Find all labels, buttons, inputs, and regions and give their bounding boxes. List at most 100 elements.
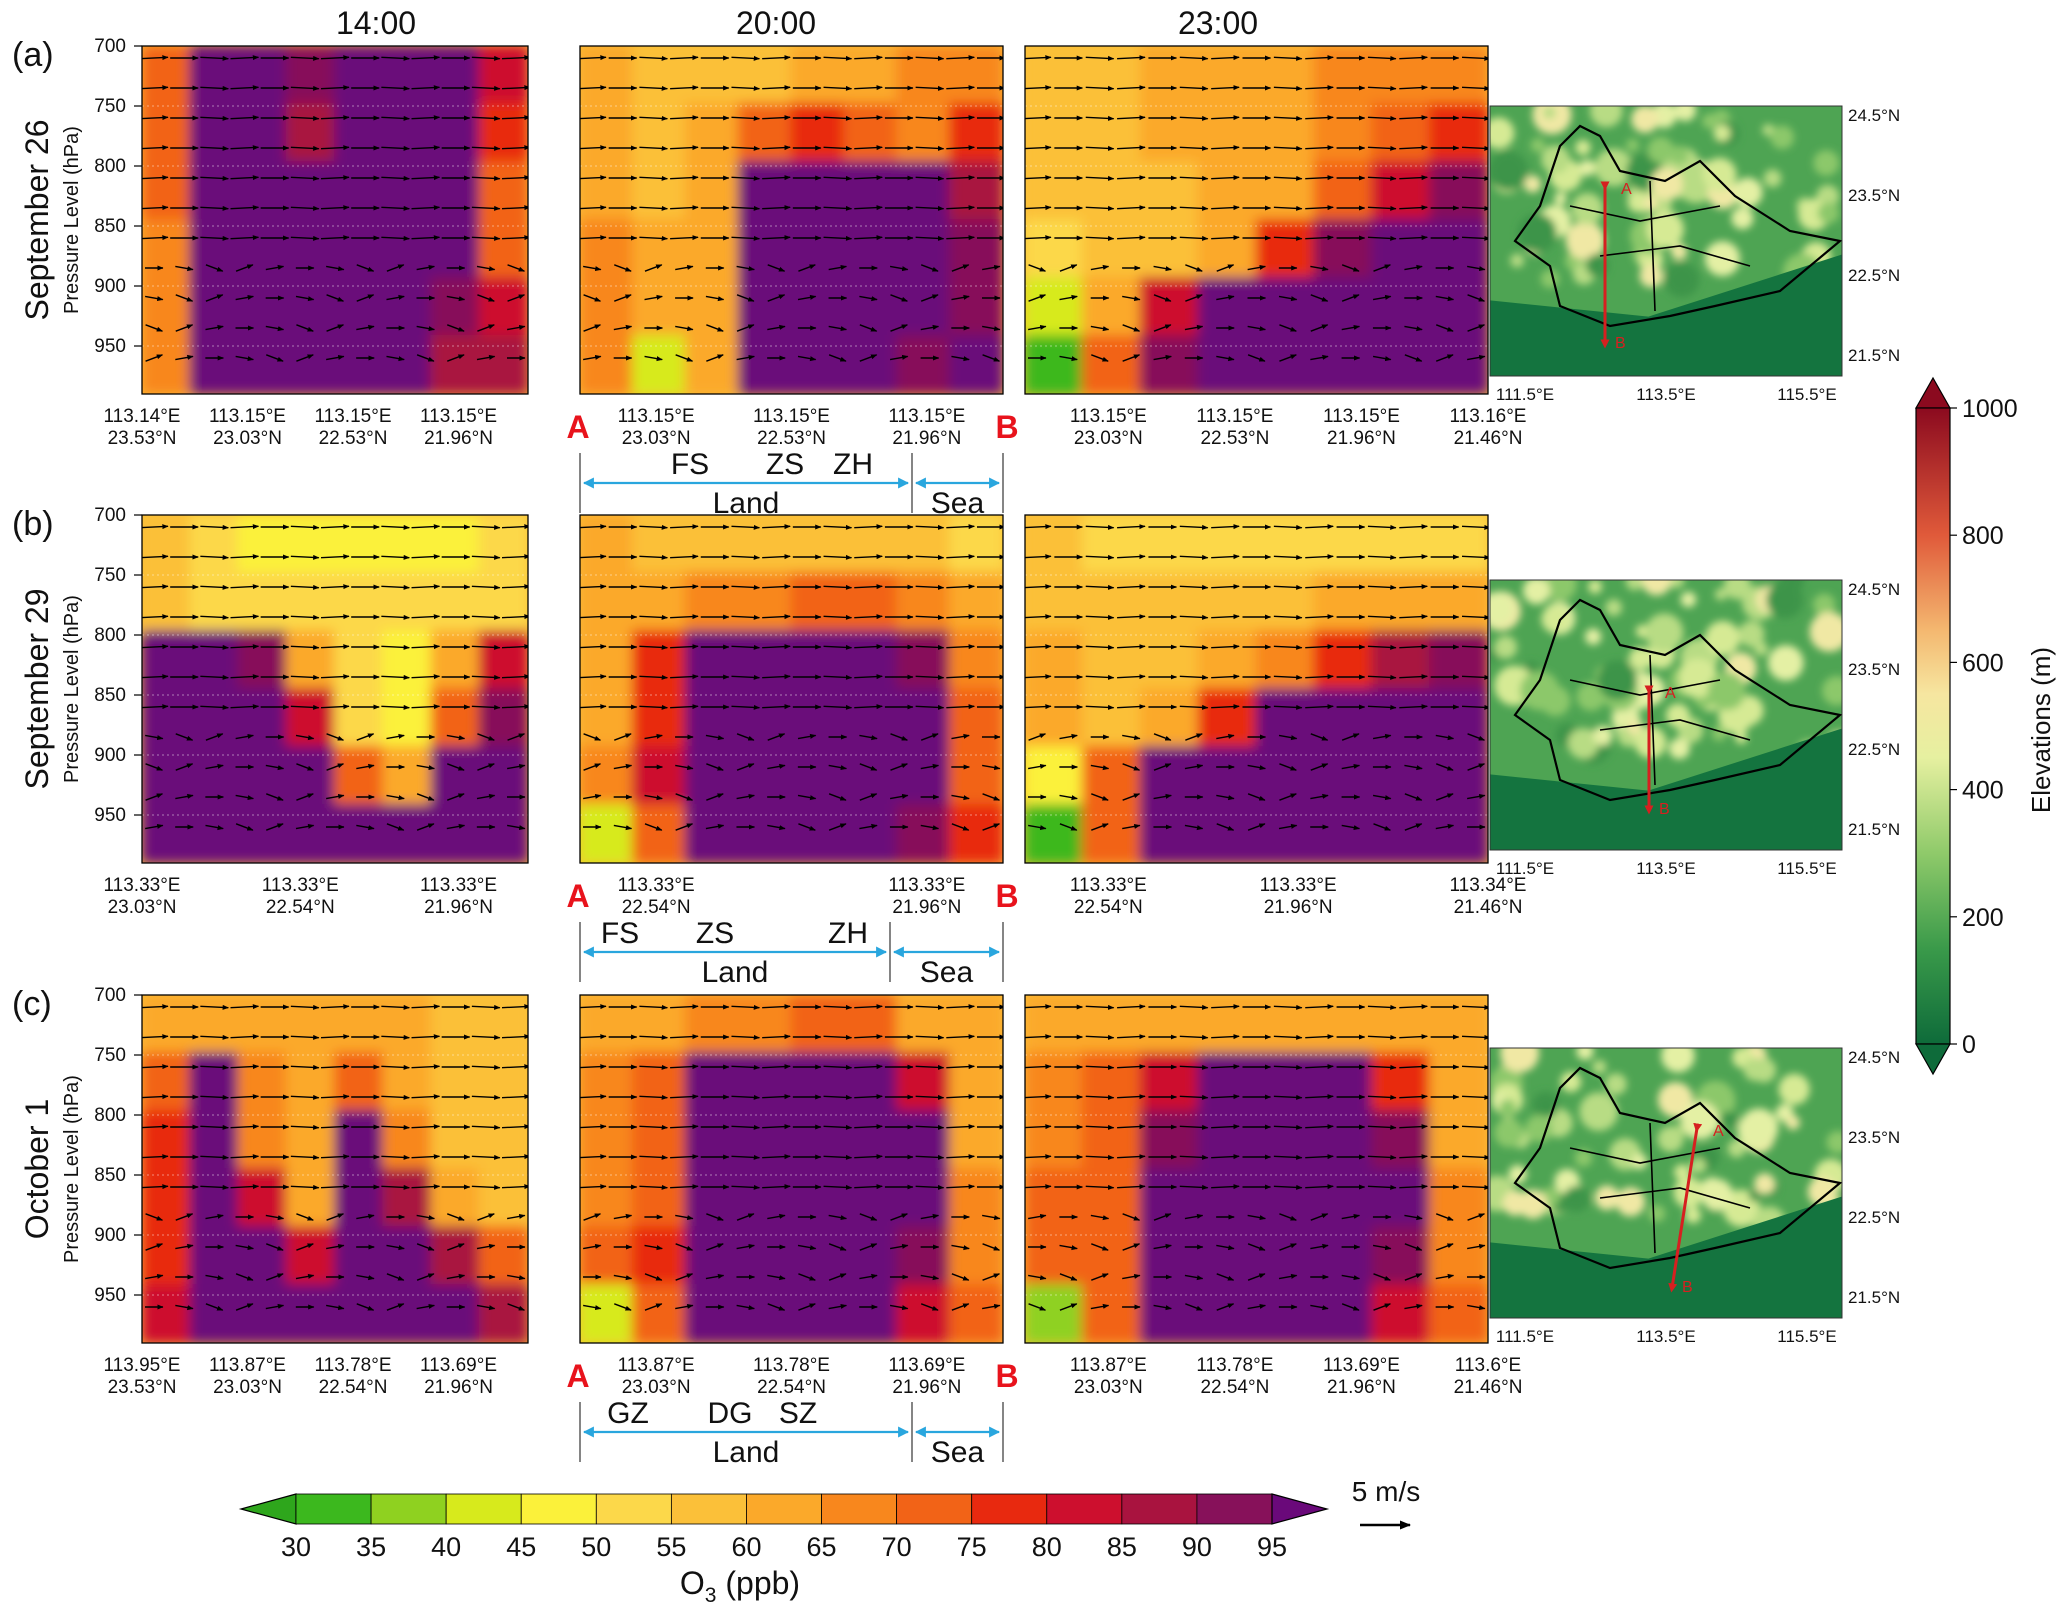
x-tick-longitude: 113.15°E [1196, 406, 1273, 427]
ozone-cell [580, 995, 634, 1054]
ozone-field [1025, 46, 1488, 394]
o3-colorbar-bin [746, 1493, 822, 1525]
wind-vector [1435, 354, 1454, 362]
wind-vector [639, 145, 668, 151]
city-label: DG [708, 1397, 753, 1430]
terrain-patch [1510, 253, 1525, 268]
ozone-cell [334, 1168, 385, 1228]
ozone-cell [790, 630, 846, 690]
x-tick-longitude: 113.15°E [753, 406, 830, 427]
wind-vector [1025, 704, 1052, 710]
wind-vector [1461, 584, 1488, 590]
ozone-cell [1429, 161, 1488, 221]
map-point-a-label: A [1621, 181, 1632, 198]
wind-vector [1216, 794, 1235, 801]
ozone-cell [1255, 572, 1316, 632]
y-tick-label: 800 [94, 156, 126, 177]
wind-vector [1435, 734, 1455, 741]
ozone-cell [142, 103, 192, 163]
map-latitude-label: 23.5°N [1848, 1128, 1900, 1147]
wind-vector [1367, 115, 1397, 121]
ozone-field [1025, 515, 1488, 863]
ozone-cell [737, 335, 793, 394]
wind-vector [381, 614, 410, 620]
section-end-label: B [995, 1358, 1018, 1394]
ozone-cell [189, 1052, 240, 1112]
wind-vector [982, 325, 1001, 332]
wind-vector [1185, 733, 1203, 741]
wind-vector [1247, 793, 1266, 801]
wind-vector [889, 793, 909, 800]
map-longitude-label: 115.5°E [1777, 385, 1836, 404]
ozone-cell [949, 1168, 1003, 1228]
wind-vector [946, 674, 975, 680]
wind-vector [1025, 115, 1052, 121]
wind-vector [230, 115, 260, 121]
wind-vector [670, 704, 699, 710]
terrain-patch [1554, 192, 1567, 205]
ozone-cell [1081, 46, 1142, 105]
ozone-cell [142, 746, 192, 806]
ozone-cell [631, 103, 687, 163]
wind-vector [471, 115, 501, 121]
terrain-patch [1647, 136, 1674, 164]
wind-vector [854, 115, 883, 121]
ozone-cell [1429, 335, 1488, 394]
wind-vector [1122, 793, 1141, 801]
wind-vector [1367, 674, 1397, 680]
wind-vector [471, 524, 501, 530]
ozone-cell [478, 1052, 528, 1112]
ozone-cell [430, 219, 481, 279]
ozone-cell [142, 1168, 192, 1228]
wind-vector [381, 205, 410, 211]
panel-label: (c) [12, 985, 52, 1023]
wind-vector [1367, 175, 1397, 181]
o3-colorbar-bin [295, 1493, 372, 1525]
map-latitude-label: 22.5°N [1848, 1208, 1900, 1227]
panel-label: (a) [12, 36, 54, 74]
ozone-cell [1081, 1052, 1142, 1112]
x-tick-longitude: 113.16°E [1450, 406, 1527, 427]
terrain-patch [1540, 685, 1571, 717]
wind-vector [205, 733, 224, 741]
wind-vector [915, 235, 945, 241]
wind-vector [326, 354, 345, 361]
x-tick-latitude: 22.53°N [1200, 428, 1269, 449]
x-tick-longitude: 113.69°E [420, 1355, 497, 1376]
wind-vector [1399, 704, 1428, 710]
wind-vector [501, 85, 528, 91]
ozone-cell [896, 572, 952, 632]
wind-vector [416, 354, 435, 362]
wind-vector [476, 265, 496, 272]
wind-vector [639, 554, 668, 560]
wind-vector [411, 175, 441, 181]
ozone-cell [896, 1110, 952, 1170]
terrain-patch [1522, 580, 1551, 605]
y-tick-label: 900 [94, 1225, 126, 1246]
wind-vector [230, 704, 260, 710]
wind-vector [1367, 704, 1397, 710]
terrain-patch [1714, 588, 1727, 601]
ozone-cell [430, 804, 481, 863]
wind-vector [1279, 324, 1297, 332]
terrain-patch [1578, 159, 1596, 177]
ozone-cell [580, 219, 634, 279]
terrain-patch [1713, 124, 1731, 142]
ozone-cell [1371, 335, 1432, 394]
wind-vector [580, 584, 607, 590]
wind-vector [290, 205, 320, 211]
wind-vector [200, 115, 229, 121]
wind-vector [290, 85, 320, 91]
x-tick-longitude: 113.34°E [1450, 875, 1527, 896]
ozone-cell [237, 335, 288, 394]
wind-vector [471, 205, 501, 211]
elevation-colorbar-label: Elevations (m) [2026, 647, 2056, 813]
wind-vector [296, 324, 314, 332]
wind-vector [230, 205, 260, 211]
wind-vector [507, 763, 526, 770]
wind-vectors [580, 55, 1003, 362]
wind-vector [230, 55, 260, 61]
wind-vector [1273, 644, 1303, 650]
terrain-patch [1821, 676, 1842, 706]
ozone-cell [684, 103, 740, 163]
